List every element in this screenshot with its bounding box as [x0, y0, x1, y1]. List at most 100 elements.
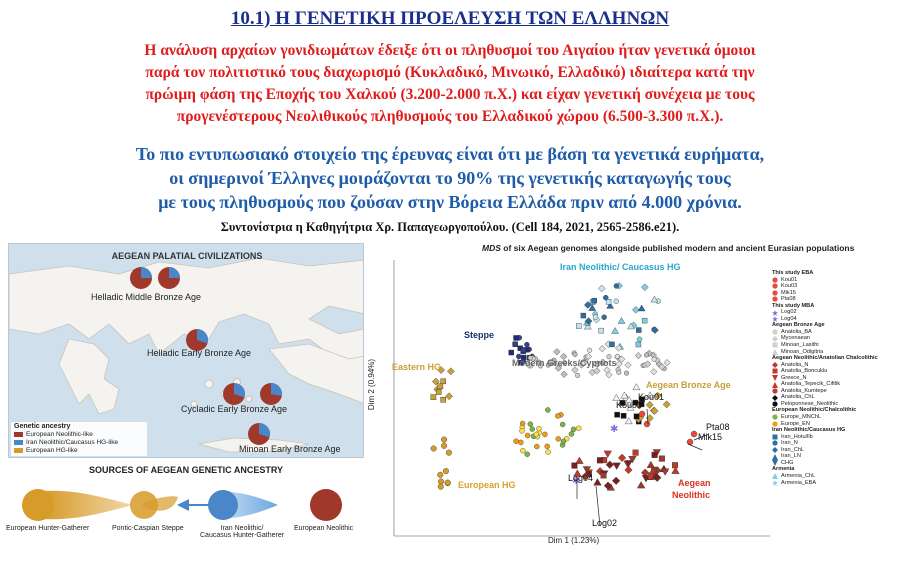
sources-title: SOURCES OF AEGEAN GENETIC ANCESTRY: [88, 465, 284, 475]
scatter-point: [658, 363, 666, 371]
blue-line: με τους πληθυσμούς που ζούσαν στην Βόρει…: [158, 192, 742, 212]
scatter-point: [601, 314, 607, 320]
scatter-point: [651, 326, 659, 334]
scatter-point: [615, 360, 623, 368]
scatter-point: [440, 378, 447, 385]
scatter-point: [672, 462, 679, 469]
scatter-point: [438, 478, 445, 485]
red-line: πρώιμη φάση της Εποχής του Χαλκού (3.200…: [145, 86, 755, 103]
scatter-point: [596, 457, 603, 464]
ancestry-pie: [260, 383, 282, 405]
legend-item: European HG-like: [14, 446, 144, 454]
legend-item: Minoan_Odigitria: [772, 349, 897, 356]
ann-aegean-neo-1: Aegean: [678, 478, 711, 488]
scatter-point: [573, 469, 582, 477]
land-shapes: [9, 257, 363, 453]
label-minoan-eba: Minoan Early Bronze Age: [239, 444, 341, 454]
src-ehg: European Hunter-Gatherer: [6, 525, 90, 532]
scatter-point: [624, 417, 633, 425]
ann-eastern-hg: Eastern HG: [392, 362, 442, 372]
ann-european-hg: European HG: [458, 480, 516, 490]
legend-item: Minoan_Lasithi: [772, 342, 897, 349]
legend-marker: [772, 309, 778, 316]
legend-item: Anatolia_BA: [772, 329, 897, 336]
scatter-point: [653, 391, 662, 400]
scatter-point: [635, 341, 642, 348]
scatter-point: [650, 295, 659, 303]
scatter-point: [671, 466, 680, 474]
ann-pta08: Pta08: [706, 422, 730, 432]
scatter-point: [605, 460, 614, 469]
scatter-point: [638, 410, 646, 418]
legend-marker: [772, 479, 778, 486]
legend-marker: [772, 283, 778, 289]
legend-item: Anatolia_N: [772, 362, 897, 369]
legend-item: Anatolia_ChL: [772, 394, 897, 401]
ann-mik15: Mik15: [698, 432, 723, 442]
scatter-point: [440, 396, 446, 403]
legend-marker: [772, 329, 778, 335]
map-title: AEGEAN PALATIAL CIVILIZATIONS: [111, 251, 263, 261]
scatter-point: [632, 449, 639, 456]
scatter-point: [632, 383, 641, 391]
ancestry-pie: [223, 383, 246, 405]
mds-scatter: ✱✱: [393, 260, 770, 537]
legend-marker: [772, 361, 778, 368]
scatter-point: [584, 301, 592, 309]
mds-title: MDS of six Aegean genomes alongside publ…: [482, 243, 855, 253]
scatter-point: [555, 413, 561, 419]
scatter-point: [658, 455, 665, 462]
scatter-point: [614, 411, 620, 418]
legend-group-title: Aegean Neolithic/Anatolian Chalcolithic: [772, 355, 878, 362]
x-axis-label: Dim 1 (1.23%): [548, 536, 600, 545]
legend-group-title: This study EBA: [772, 270, 814, 276]
legend-marker: [772, 348, 778, 355]
scatter-point: [618, 355, 626, 363]
ann-log04: Log04: [568, 473, 594, 483]
legend-item: Armenia_ChL: [772, 473, 897, 480]
scatter-point: [596, 467, 605, 476]
legend-item: Log04: [772, 316, 897, 323]
scatter-point: [431, 377, 440, 386]
ann-modern: Modern Greeks/Cypriots: [512, 358, 617, 368]
scatter-point: [605, 371, 613, 379]
scatter-point: [545, 449, 551, 455]
scatter-point: [527, 421, 533, 427]
legend-item: Iran_Hotu/llb: [772, 434, 897, 441]
scatter-point: [571, 366, 579, 374]
ann-iran: Iran Neolithic/ Caucasus HG: [560, 262, 681, 272]
legend-marker: [772, 447, 778, 454]
src-iran: Iran Neolithic/Caucasus Hunter-Gatherer: [200, 525, 285, 539]
scatter-point: [646, 391, 654, 399]
scatter-point: [568, 431, 575, 437]
scatter-point: [562, 360, 568, 366]
legend-item: Log02: [772, 309, 897, 316]
scatter-point: [634, 352, 643, 360]
legend-marker: [772, 421, 778, 427]
scatter-point: [593, 361, 599, 367]
src-neolithic: European Neolithic: [294, 525, 354, 532]
scatter-point: [663, 359, 671, 367]
scatter-point: [570, 426, 577, 433]
scatter-point: [553, 348, 561, 356]
legend-group-title: Iran Neolithic/Caucasus HG: [772, 427, 846, 434]
scatter-point: [593, 478, 602, 486]
log-star: ✱: [572, 476, 580, 487]
ancestry-pie: [186, 329, 208, 351]
red-line: προγενέστερους Νεολιθικούς πληθυσμούς το…: [176, 108, 724, 125]
scatter-point: [560, 370, 568, 378]
blue-paragraph: Το πιο εντυπωσιακό στοιχείο της έρευνας …: [20, 142, 880, 214]
legend-marker: [772, 401, 778, 407]
legend-marker: [772, 440, 778, 447]
scatter-point: [520, 447, 526, 454]
ann-aegean-ba: Aegean Bronze Age: [646, 380, 731, 390]
scatter-point: [542, 431, 548, 438]
scatter-point: [632, 306, 640, 314]
sources-diagram: [22, 489, 342, 521]
ann-log02: Log02: [592, 518, 618, 528]
scatter-point: [637, 304, 646, 312]
scatter-point: [524, 451, 530, 457]
scatter-point: [652, 473, 661, 482]
scatter-point: [525, 361, 533, 369]
scatter-point: [606, 354, 612, 360]
